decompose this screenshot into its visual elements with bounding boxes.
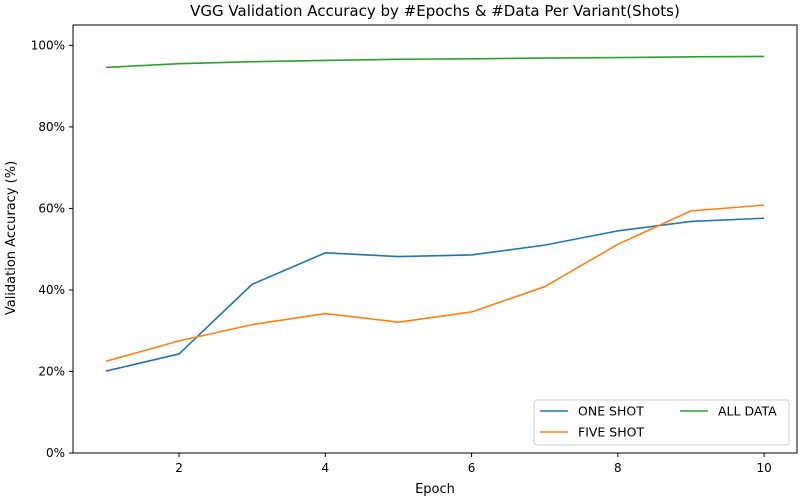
x-tick-label: 2: [175, 461, 183, 475]
y-tick-label: 80%: [38, 120, 65, 134]
chart-title: VGG Validation Accuracy by #Epochs & #Da…: [190, 2, 680, 20]
legend-label: FIVE SHOT: [578, 425, 644, 440]
x-tick-label: 8: [614, 461, 622, 475]
y-tick-label: 0%: [46, 446, 65, 460]
legend-box: [533, 399, 790, 446]
y-axis-label: Validation Accuracy (%): [4, 161, 19, 315]
series-line-one-shot: [105, 217, 765, 372]
series-line-all-data: [105, 55, 765, 69]
x-tick-label: 6: [468, 461, 476, 475]
legend: ONE SHOT FIVE SHOT ALL DATA: [533, 399, 790, 446]
y-tick-label: 20%: [38, 364, 65, 378]
x-tick-label: 4: [321, 461, 329, 475]
legend-label: ONE SHOT: [578, 404, 644, 419]
y-tick-label: 60%: [38, 201, 65, 215]
axes-frame: [72, 24, 798, 454]
y-tick-label: 100%: [31, 38, 65, 52]
legend-label: ALL DATA: [718, 404, 777, 419]
x-tick-label: 10: [756, 461, 771, 475]
y-tick-label: 40%: [38, 283, 65, 297]
x-axis-label: Epoch: [415, 482, 455, 497]
series-line-five-shot: [105, 204, 765, 363]
